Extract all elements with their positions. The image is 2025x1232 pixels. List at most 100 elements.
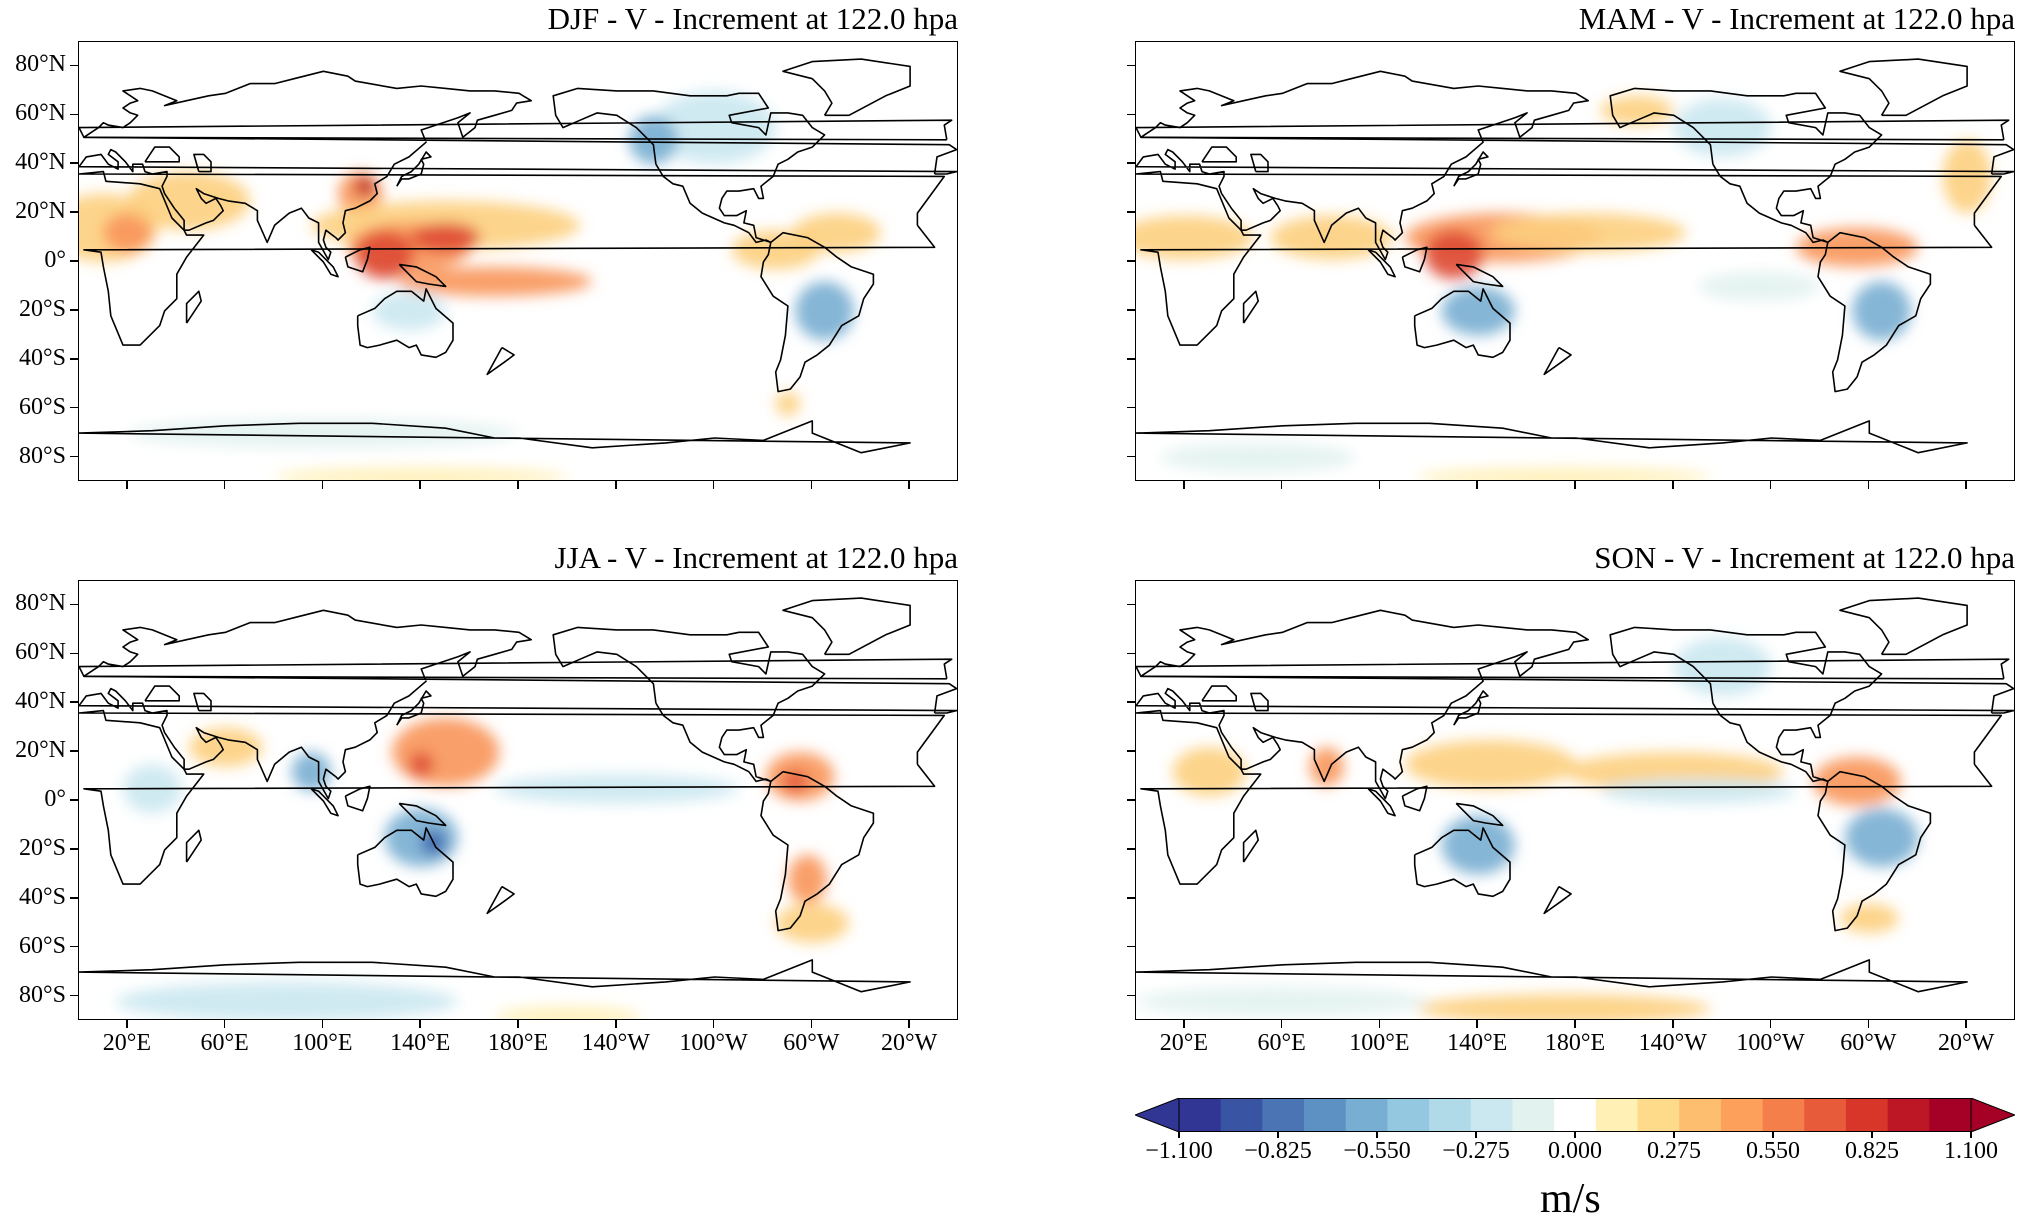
coastline (1136, 609, 2014, 800)
colorbar-tick-mark (1475, 1132, 1477, 1138)
anomaly-blob (1417, 467, 1711, 480)
coastline (79, 420, 911, 454)
lat-tick-mark (70, 64, 78, 67)
lat-tick-label: 40°N (15, 149, 66, 176)
lat-tick-mark (70, 162, 78, 164)
lon-tick-label: 140°E (1447, 1030, 1508, 1056)
lon-tick-label: 60°E (1257, 1030, 1306, 1056)
lon-tick-label: 60°W (1840, 1030, 1897, 1056)
colorbar-segment (1554, 1098, 1597, 1132)
coastline (1817, 231, 1932, 393)
lat-tick-mark (1127, 750, 1135, 752)
lon-tick-label: 60°W (783, 1030, 840, 1056)
colorbar-tick-label: −0.275 (1442, 1138, 1510, 1164)
coastline (552, 87, 826, 244)
panel-title-djf: DJF - V - Increment at 122.0 hpa (547, 1, 958, 36)
lat-tick-label: 0° (44, 786, 66, 812)
anomaly-blob (494, 774, 739, 804)
lon-tick-label: 140°E (390, 1030, 451, 1056)
coastline (760, 231, 875, 393)
panel-title-jja: JJA - V - Increment at 122.0 hpa (554, 540, 959, 575)
lat-tick-label: 40°S (19, 344, 66, 371)
colorbar-tick-label: 0.000 (1548, 1138, 1602, 1164)
coastlines-djf (79, 58, 957, 454)
lat-tick-mark (1127, 211, 1135, 213)
coastline (1609, 626, 1883, 783)
colorbar-tick-mark (1970, 1132, 1972, 1138)
anomaly-blob (1698, 271, 1821, 302)
coastline (782, 58, 911, 117)
coastline (1136, 959, 1968, 993)
coastline (356, 827, 454, 898)
coastline (1201, 685, 1237, 702)
lon-tick-mark (908, 481, 910, 489)
lon-tick-mark (321, 1020, 324, 1028)
colorbar (1133, 1097, 2017, 1133)
lon-tick-mark (1280, 481, 1283, 489)
anomaly-blob (1441, 286, 1515, 336)
lon-tick-label: 100°W (1736, 1030, 1805, 1056)
coastline (79, 119, 953, 141)
lon-tick-mark (810, 1020, 813, 1028)
lat-tick-mark (70, 848, 78, 850)
coastline (1136, 70, 2014, 261)
anomaly-blob (1136, 215, 1254, 260)
colorbar-segment (1304, 1098, 1347, 1132)
lon-tick-label: 140°W (1638, 1030, 1707, 1056)
lon-tick-mark (517, 481, 519, 489)
lon-tick-mark (1867, 1020, 1870, 1028)
colorbar-segment (1929, 1098, 1972, 1132)
colorbar-tick-mark (1277, 1132, 1279, 1138)
lon-tick-mark (517, 1020, 519, 1028)
colorbar-segment (1387, 1098, 1430, 1132)
coastline (1401, 246, 1428, 273)
coastline (1453, 151, 1489, 187)
anomaly-blob (1424, 230, 1484, 280)
lat-tick-mark (70, 406, 78, 409)
lat-tick-label: 0° (44, 247, 66, 273)
lon-tick-mark (1574, 1020, 1576, 1028)
anomaly-blob (127, 171, 251, 231)
coastline (1201, 146, 1237, 163)
colorbar-bar (1133, 1097, 2017, 1133)
colorbar-segment (1887, 1098, 1930, 1132)
anomaly-blob (1441, 815, 1515, 875)
lon-tick-mark (810, 481, 813, 489)
coastline (1839, 597, 1968, 656)
coastlines-jja (79, 597, 957, 993)
anomaly-blob (1160, 442, 1356, 473)
lat-tick-mark (70, 652, 78, 655)
lat-tick-label: 20°N (15, 198, 66, 225)
colorbar-segment (1720, 1098, 1764, 1132)
lat-tick-label: 80°S (19, 442, 66, 469)
colorbar-extend-max (1970, 1097, 2017, 1133)
coastline (486, 346, 515, 376)
coastline (79, 170, 946, 346)
lat-tick-mark (1127, 799, 1135, 801)
colorbar-tick-label: −0.825 (1244, 1138, 1312, 1164)
lon-tick-mark (1476, 1020, 1478, 1028)
lat-tick-mark (70, 994, 78, 997)
lon-tick-mark (1965, 1020, 1967, 1028)
colorbar-segment (1345, 1098, 1388, 1132)
anomaly-blob (274, 467, 568, 480)
coastline (144, 685, 180, 702)
lon-tick-mark (615, 481, 617, 489)
lat-tick-mark (70, 211, 78, 213)
colorbar-segment (1762, 1098, 1805, 1132)
coastline (1413, 827, 1511, 898)
coastline (1455, 263, 1504, 288)
lon-tick-mark (419, 1020, 421, 1028)
map-canvas-son (1136, 597, 2014, 1019)
coastline (79, 658, 953, 680)
anomaly-field-jja (115, 717, 849, 1019)
coastline (1250, 692, 1269, 712)
anomaly-blob (396, 266, 593, 297)
lon-tick-mark (1965, 481, 1967, 489)
panel-title-son: SON - V - Increment at 122.0 hpa (1594, 540, 2015, 575)
lon-tick-mark (1378, 481, 1381, 489)
coastline (193, 153, 212, 173)
coastline (79, 709, 946, 885)
lon-tick-mark (126, 481, 128, 489)
lat-tick-mark (1127, 945, 1135, 948)
